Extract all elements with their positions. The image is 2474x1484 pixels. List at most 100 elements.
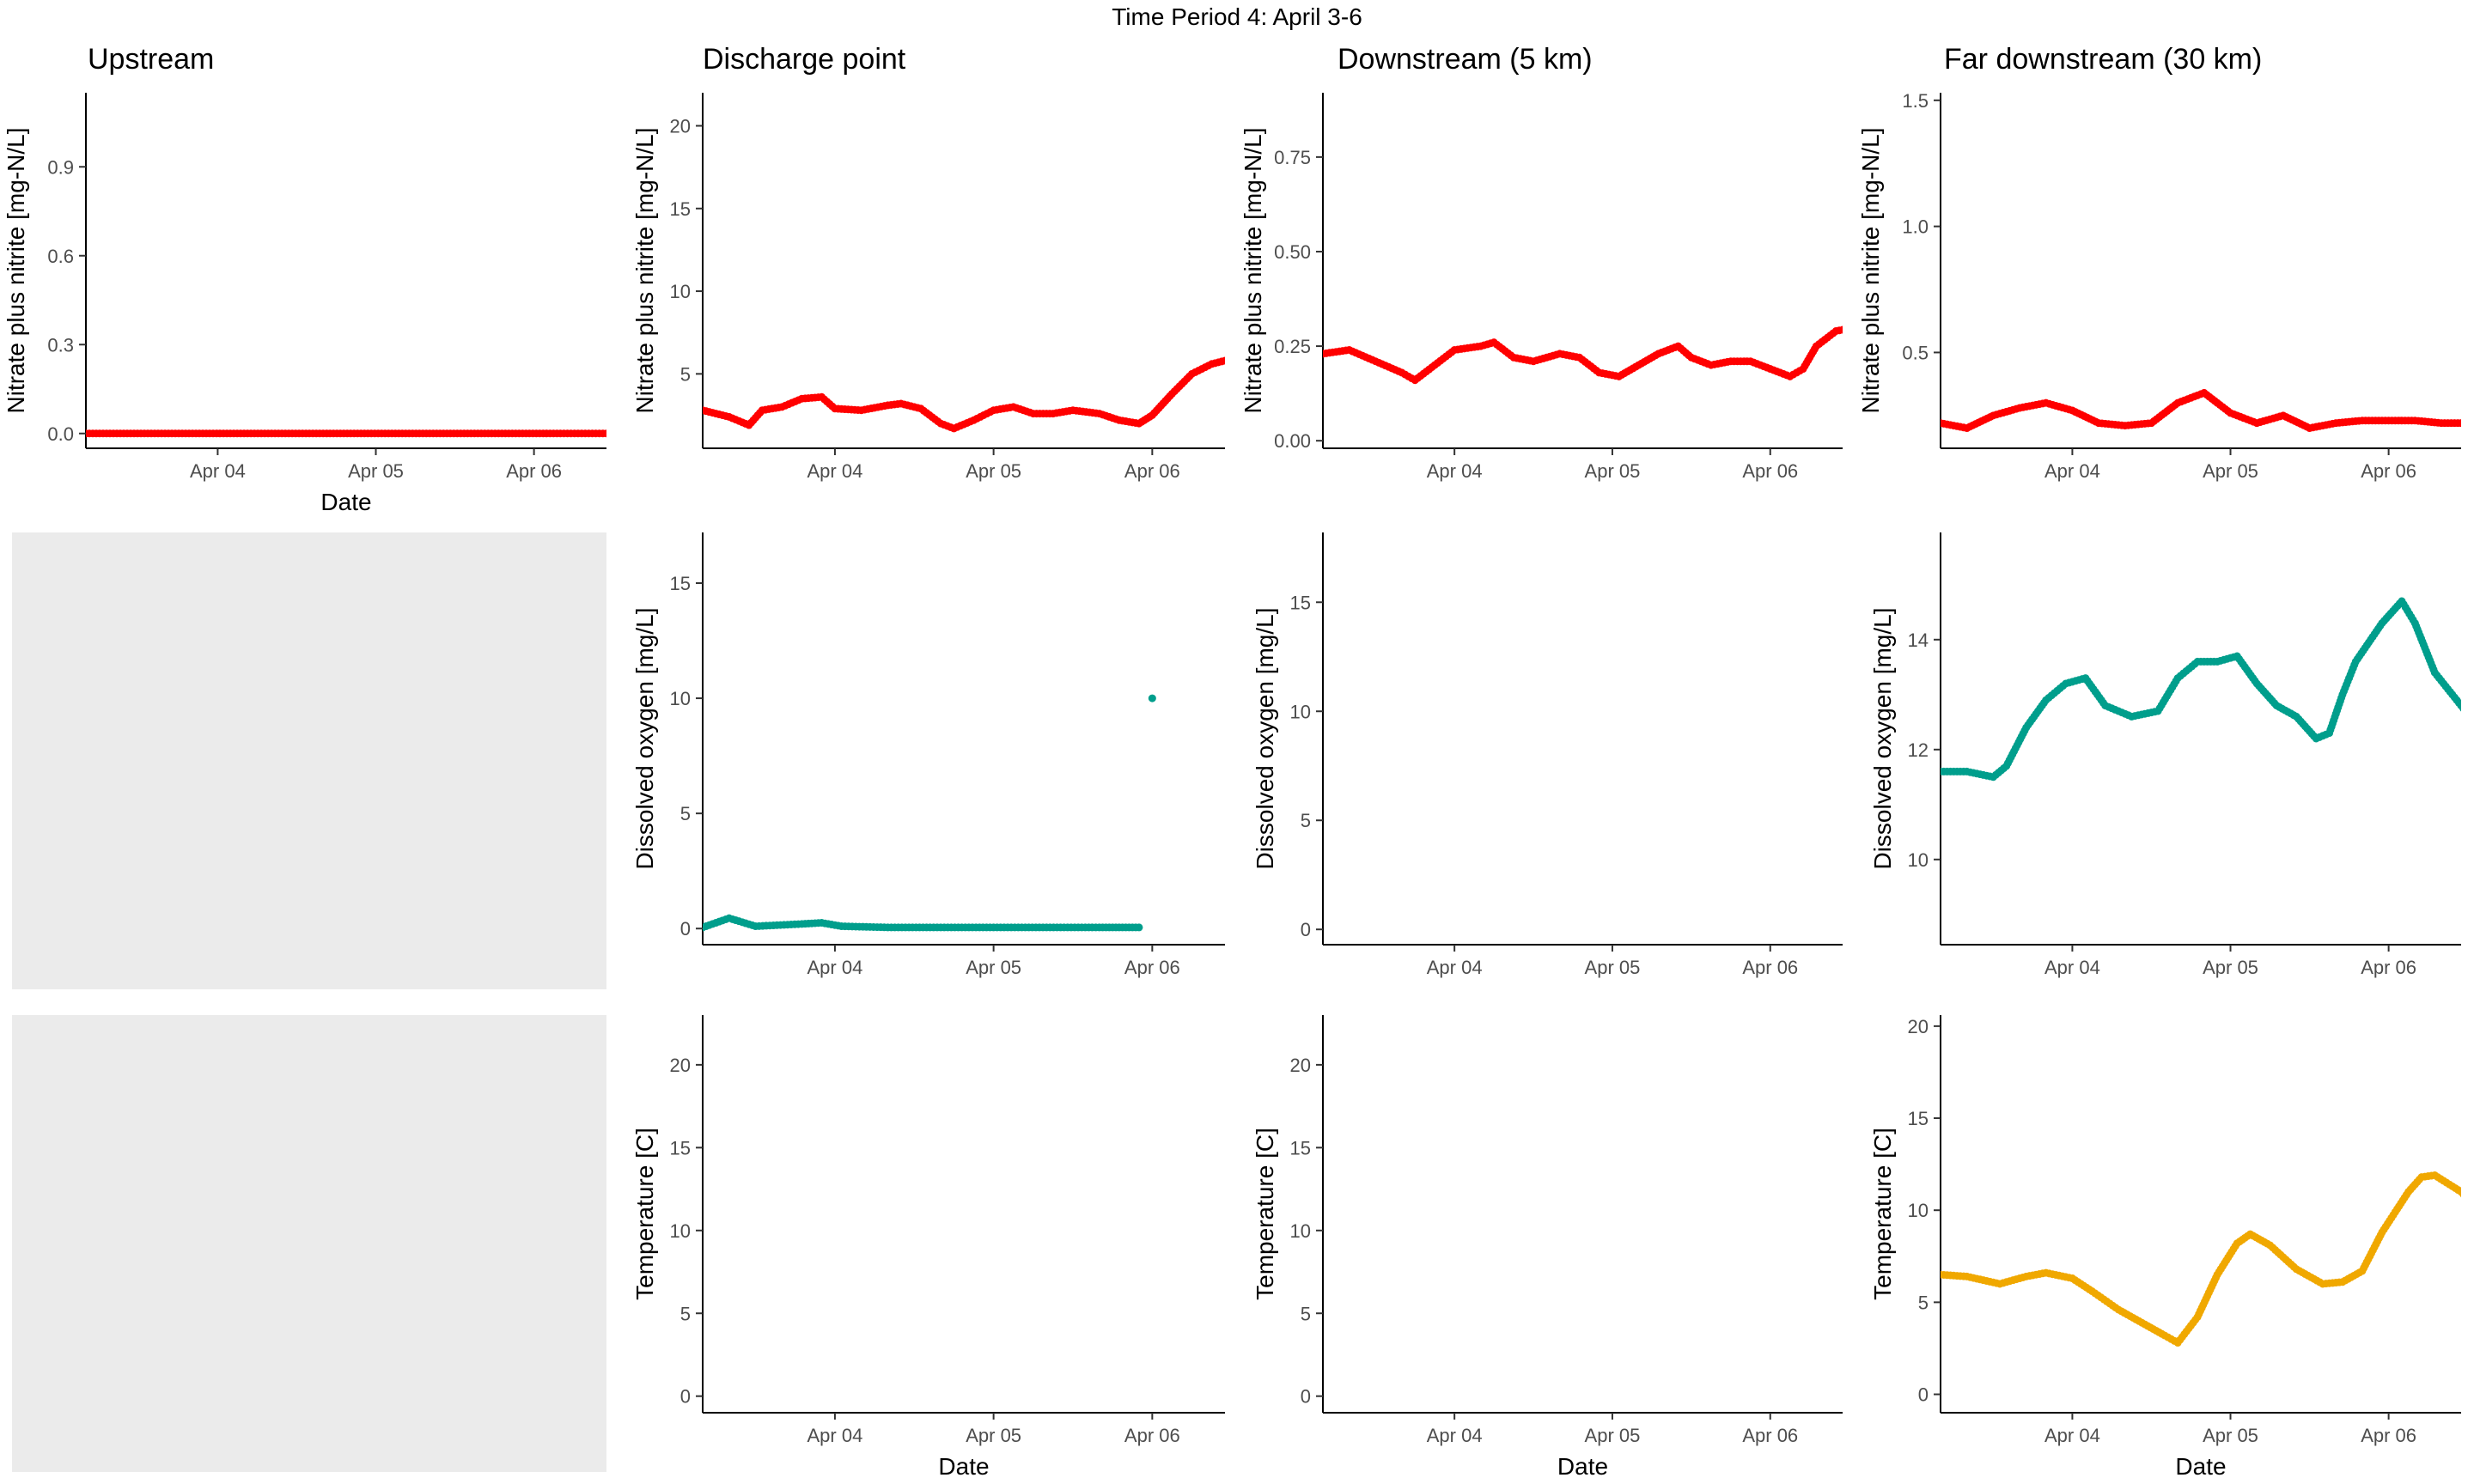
data-point [2462,1193,2470,1201]
y-tick-label: 10 [670,688,691,709]
data-point [2457,419,2461,428]
y-tick-label: 5 [1301,810,1311,831]
data-points [1941,1171,2474,1347]
data-point [1838,325,1843,334]
data-point [2465,1195,2472,1203]
data-point [1325,378,1333,386]
data-point [2469,1201,2474,1208]
y-tick-label: 0 [1918,1384,1929,1406]
data-point [2467,1198,2474,1206]
data-point [1302,364,1310,372]
y-tick-label: 15 [670,1137,691,1159]
data-point [2459,1191,2461,1198]
y-tick-label: 0.50 [1274,241,1311,263]
panel-discharge-oxygen: Apr 04 Apr 05 Apr 06 0 5 10 15 Dissolved oxygen… [631,532,1225,978]
y-tick-label: 10 [670,1220,691,1242]
x-tick-label: Apr 04 [1427,957,1483,978]
data-point [1842,326,1843,331]
y-tick-label: 12 [1908,739,1929,761]
data-point [1892,319,1899,327]
x-tick-label: Apr 05 [1585,957,1641,978]
y-tick-label: 10 [670,281,691,302]
data-point [1320,381,1328,389]
x-tick-label: Apr 04 [190,460,246,482]
data-point [2459,705,2461,712]
data-point [1924,319,1932,326]
x-tick-label: Apr 04 [2044,957,2100,978]
x-tick-label: Apr 05 [348,460,404,482]
data-point [1885,321,1892,329]
y-tick-label: 10 [1908,849,1929,871]
data-point [1333,374,1341,381]
x-tick-label: Apr 05 [2203,957,2258,978]
data-point [1305,368,1313,375]
data-point [1845,325,1853,332]
x-tick-label: Apr 05 [966,1425,1021,1446]
x-tick-label: Apr 05 [2203,460,2258,482]
y-tick-label: 0.3 [47,334,74,356]
data-point [1928,319,1935,326]
x-tick-label: Apr 06 [506,460,562,482]
x-tick-label: Apr 05 [966,957,1021,978]
data-point [1228,356,1235,363]
data-point [2467,419,2474,427]
data-point [2464,710,2471,718]
y-tick-label: 0.25 [1274,336,1311,357]
x-tick-label: Apr 06 [1124,957,1180,978]
y-tick-label: 0.00 [1274,430,1311,452]
x-tick-label: Apr 05 [1585,460,1641,482]
y-tick-label: 0 [1301,919,1311,940]
data-point [2466,713,2474,721]
y-axis-label: Nitrate plus nitrite [mg-N/L] [1240,128,1266,414]
data-point [1849,324,1856,331]
x-tick-label: Apr 06 [1742,957,1798,978]
x-tick-label: Apr 06 [2361,957,2416,978]
data-point [602,429,606,438]
panel-discharge-nitrate: Apr 04 Apr 05 Apr 06 5 10 15 20 Nitrate plus ni… [631,93,1341,482]
panel-discharge-temperature: Apr 04 Apr 05 Apr 06 0 5 10 15 20 Temperature [C… [631,1015,1225,1480]
column-title-upstream: Upstream [88,43,215,76]
data-point [1301,362,1308,369]
blank-panel-upstream-temperature [12,1015,606,1472]
data-point [2460,421,2461,425]
y-tick-label: 20 [1908,1016,1929,1037]
y-tick-label: 1.0 [1902,216,1929,238]
column-title-far-downstream: Far downstream (30 km) [1944,43,2263,76]
data-points [1323,318,1948,385]
y-axis-label: Nitrate plus nitrite [mg-N/L] [3,128,29,414]
data-point [1224,357,1225,362]
panel-downstream-oxygen: Apr 04 Apr 05 Apr 06 0 5 10 15 Dissolved oxygen… [1252,532,1843,978]
x-tick-label: Apr 04 [2044,1425,2100,1446]
data-points [86,429,606,438]
y-tick-label: 20 [670,116,691,137]
y-axis-label: Temperature [C] [631,1128,658,1300]
x-tick-label: Apr 05 [1585,1425,1641,1446]
y-tick-label: 15 [1908,1108,1929,1129]
data-point [1941,324,1948,331]
y-axis-label: Nitrate plus nitrite [mg-N/L] [631,128,658,414]
y-tick-label: 10 [1290,1220,1311,1242]
x-tick-label: Apr 04 [807,460,863,482]
data-point [1148,694,1156,702]
x-axis-label: Date [1557,1453,1608,1480]
y-tick-label: 0 [1301,1386,1311,1408]
y-tick-label: 15 [670,198,691,220]
y-tick-label: 20 [1290,1055,1311,1076]
y-tick-label: 0 [680,918,691,940]
data-point [1921,318,1929,325]
panel-downstream-temperature: Apr 04 Apr 05 Apr 06 0 5 10 15 20 Temperature [C… [1252,1015,1843,1480]
data-point [1310,373,1318,380]
x-tick-label: Apr 05 [2203,1425,2258,1446]
y-axis-label: Dissolved oxygen [mg/L] [1869,607,1896,869]
y-tick-label: 10 [1290,701,1311,722]
y-tick-label: 15 [1290,592,1311,613]
data-point [1135,923,1143,932]
data-point [2471,418,2474,426]
x-tick-label: Apr 05 [966,460,1021,482]
x-tick-label: Apr 04 [807,957,863,978]
data-point [1898,319,1905,326]
y-tick-label: 10 [1908,1200,1929,1221]
data-points [703,356,1341,433]
y-tick-label: 5 [680,803,691,824]
data-points [1941,597,2474,782]
